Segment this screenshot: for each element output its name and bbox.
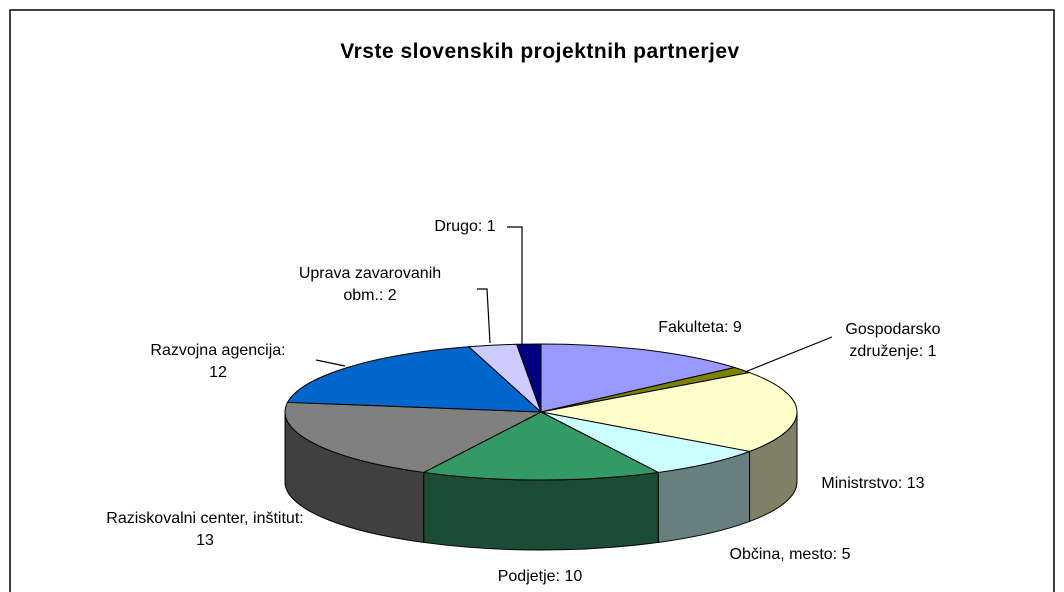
- leader-line: [477, 288, 491, 344]
- slice: [284, 401, 543, 473]
- slice: [422, 411, 660, 481]
- leader-line: [507, 226, 523, 345]
- data-label: Gospodarsko združenje: 1: [845, 321, 941, 360]
- slice: [540, 411, 752, 473]
- slice: [515, 343, 542, 413]
- data-label: Uprava zavarovanih obm.: 2: [298, 265, 442, 304]
- leader-line: [744, 336, 833, 373]
- data-label: Raziskovalni center, inštitut: 13: [106, 510, 304, 549]
- data-label: Občina, mesto: 5: [729, 546, 851, 563]
- data-label: Drugo: 1: [434, 218, 496, 235]
- chart-title: Vrste slovenskih projektnih partnerjev: [340, 40, 740, 63]
- leader-line: [315, 359, 346, 367]
- data-label: Razvojna agencija: 12: [150, 342, 286, 381]
- slice: [540, 372, 798, 452]
- slice-side: [423, 471, 659, 551]
- data-label: Fakulteta: 9: [658, 319, 742, 336]
- slice: [540, 343, 737, 413]
- slice: [286, 346, 543, 413]
- data-label: Ministrstvo: 13: [821, 475, 925, 492]
- data-label: Podjetje: 10: [497, 568, 583, 585]
